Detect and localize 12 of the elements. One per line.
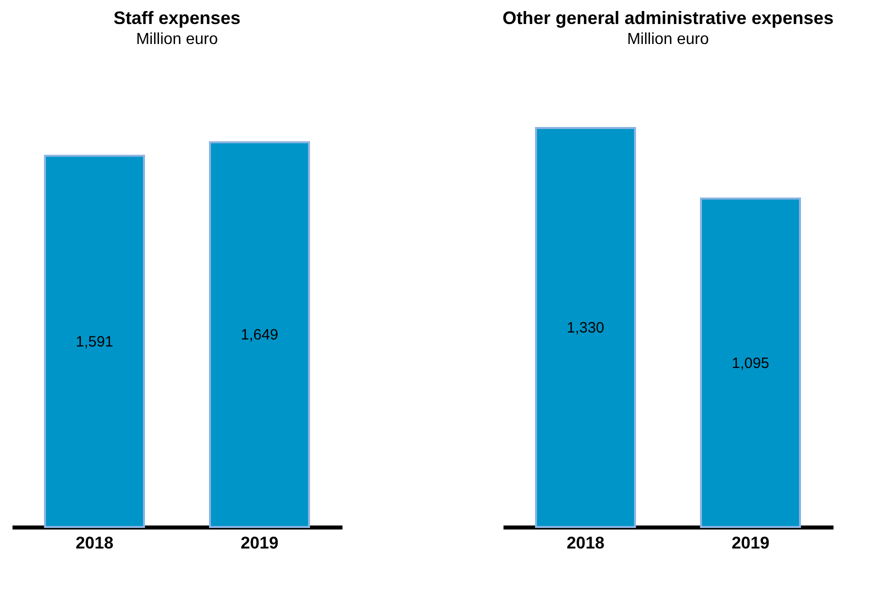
- x-tick-label: 2018: [566, 534, 604, 552]
- x-tick-label: 2018: [76, 534, 114, 552]
- chart-title: Staff expenses: [113, 8, 241, 28]
- data-label: 1,649: [240, 326, 278, 344]
- x-tick-label: 2019: [240, 534, 278, 552]
- data-label: 1,095: [732, 354, 770, 372]
- chart-subtitle: Million euro: [136, 31, 218, 48]
- data-label: 1,591: [76, 333, 114, 350]
- chart-subtitle: Million euro: [627, 31, 710, 48]
- chart-title: Other general administrative expenses: [502, 8, 834, 28]
- x-tick-label: 2019: [732, 534, 770, 552]
- data-label: 1,330: [566, 320, 604, 336]
